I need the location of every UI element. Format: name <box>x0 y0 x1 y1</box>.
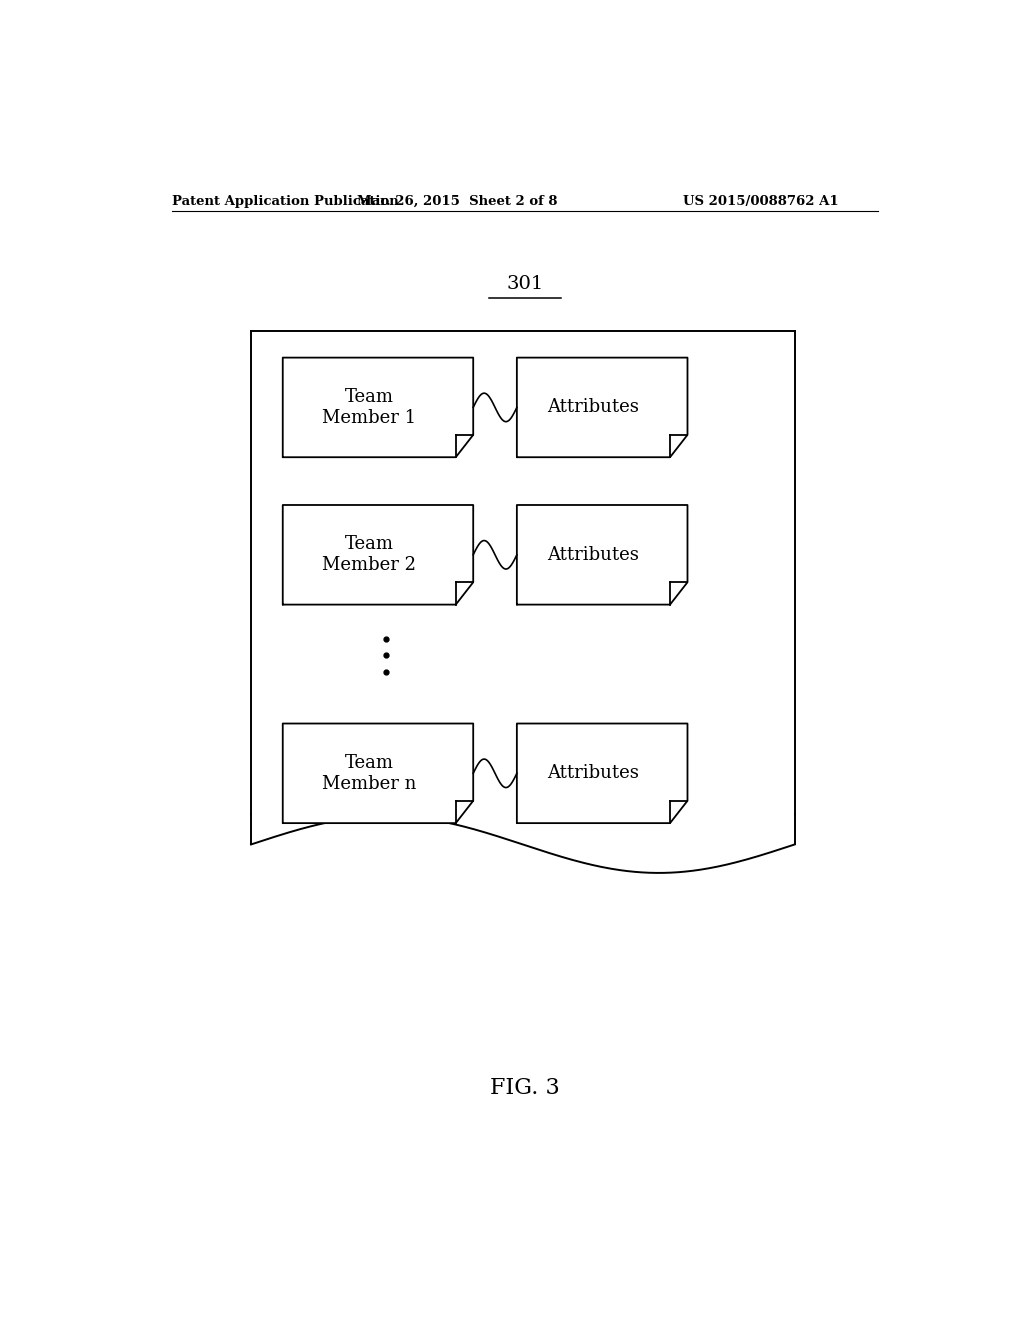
Polygon shape <box>517 358 687 457</box>
Text: Attributes: Attributes <box>548 399 639 416</box>
Text: US 2015/0088762 A1: US 2015/0088762 A1 <box>683 194 839 207</box>
Text: Attributes: Attributes <box>548 764 639 783</box>
Polygon shape <box>283 506 473 605</box>
Text: Team
Member 2: Team Member 2 <box>323 536 416 574</box>
Text: 301: 301 <box>506 276 544 293</box>
Text: FIG. 3: FIG. 3 <box>489 1077 560 1100</box>
Polygon shape <box>517 506 687 605</box>
Text: Attributes: Attributes <box>548 545 639 564</box>
Text: Mar. 26, 2015  Sheet 2 of 8: Mar. 26, 2015 Sheet 2 of 8 <box>357 194 558 207</box>
Text: Team
Member 1: Team Member 1 <box>323 388 417 426</box>
Polygon shape <box>283 358 473 457</box>
Polygon shape <box>283 723 473 824</box>
Polygon shape <box>517 723 687 824</box>
Text: Team
Member n: Team Member n <box>323 754 417 793</box>
Text: Patent Application Publication: Patent Application Publication <box>172 194 398 207</box>
